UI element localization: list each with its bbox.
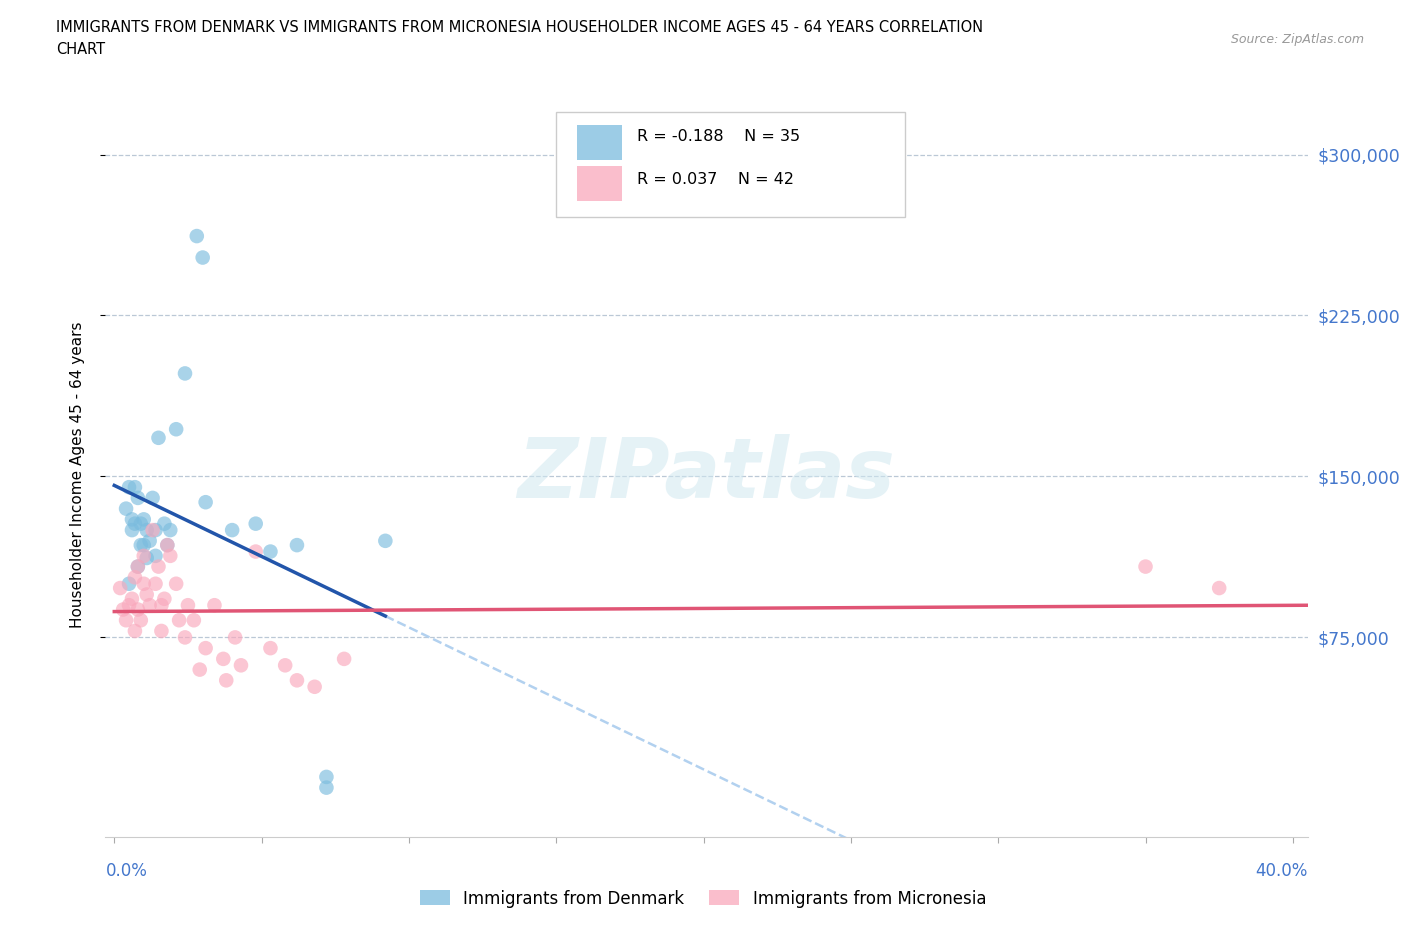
- Point: [121, 523, 143, 538]
- Point: [159, 549, 181, 564]
- Text: R = 0.037    N = 42: R = 0.037 N = 42: [637, 171, 794, 187]
- Point: [1208, 580, 1230, 595]
- Point: [315, 769, 337, 784]
- Point: [148, 431, 170, 445]
- Text: 40.0%: 40.0%: [1256, 862, 1308, 880]
- Point: [118, 577, 141, 591]
- Point: [138, 598, 160, 613]
- Point: [285, 673, 308, 688]
- Text: 0.0%: 0.0%: [105, 862, 148, 880]
- Point: [374, 534, 396, 549]
- Point: [212, 651, 235, 666]
- Point: [115, 501, 138, 516]
- Point: [174, 366, 197, 381]
- Point: [127, 559, 149, 574]
- Text: CHART: CHART: [56, 42, 105, 57]
- Point: [221, 523, 243, 538]
- Point: [132, 538, 155, 552]
- Point: [142, 490, 165, 505]
- Point: [145, 577, 167, 591]
- Point: [135, 551, 157, 565]
- Point: [127, 559, 149, 574]
- Point: [188, 662, 211, 677]
- Point: [229, 658, 252, 672]
- Point: [167, 613, 190, 628]
- Point: [156, 538, 179, 552]
- Text: IMMIGRANTS FROM DENMARK VS IMMIGRANTS FROM MICRONESIA HOUSEHOLDER INCOME AGES 45: IMMIGRANTS FROM DENMARK VS IMMIGRANTS FR…: [56, 20, 983, 35]
- Point: [121, 512, 143, 526]
- Point: [215, 673, 238, 688]
- Point: [165, 577, 187, 591]
- Point: [127, 602, 149, 617]
- Point: [112, 602, 135, 617]
- Point: [124, 623, 146, 638]
- Point: [132, 577, 155, 591]
- Point: [129, 516, 152, 531]
- Point: [259, 544, 281, 559]
- Point: [129, 538, 152, 552]
- Point: [153, 516, 176, 531]
- Point: [124, 570, 146, 585]
- Point: [191, 250, 214, 265]
- Legend: Immigrants from Denmark, Immigrants from Micronesia: Immigrants from Denmark, Immigrants from…: [413, 883, 993, 914]
- Point: [127, 490, 149, 505]
- Point: [274, 658, 297, 672]
- Text: R = -0.188    N = 35: R = -0.188 N = 35: [637, 129, 800, 144]
- Point: [159, 523, 181, 538]
- Point: [194, 495, 217, 510]
- Text: Source: ZipAtlas.com: Source: ZipAtlas.com: [1230, 33, 1364, 46]
- Point: [108, 580, 131, 595]
- Point: [138, 534, 160, 549]
- Point: [135, 523, 157, 538]
- Point: [204, 598, 226, 613]
- Point: [333, 651, 356, 666]
- Point: [135, 587, 157, 602]
- Point: [174, 630, 197, 644]
- Point: [315, 780, 337, 795]
- Point: [148, 559, 170, 574]
- Y-axis label: Householder Income Ages 45 - 64 years: Householder Income Ages 45 - 64 years: [70, 321, 84, 628]
- Point: [118, 598, 141, 613]
- Point: [245, 516, 267, 531]
- Point: [1135, 559, 1157, 574]
- Point: [132, 512, 155, 526]
- Point: [118, 480, 141, 495]
- Point: [124, 516, 146, 531]
- Point: [245, 544, 267, 559]
- Point: [224, 630, 246, 644]
- Bar: [576, 166, 623, 201]
- Point: [259, 641, 281, 656]
- Point: [145, 549, 167, 564]
- Point: [150, 623, 173, 638]
- Point: [132, 549, 155, 564]
- Point: [121, 591, 143, 606]
- Point: [186, 229, 208, 244]
- Point: [194, 641, 217, 656]
- Point: [285, 538, 308, 552]
- Point: [183, 613, 205, 628]
- Point: [150, 598, 173, 613]
- Point: [115, 613, 138, 628]
- FancyBboxPatch shape: [557, 112, 905, 217]
- Point: [304, 679, 326, 694]
- Text: ZIPatlas: ZIPatlas: [517, 433, 896, 515]
- Point: [153, 591, 176, 606]
- Point: [142, 523, 165, 538]
- Point: [129, 613, 152, 628]
- Point: [165, 422, 187, 437]
- Bar: [576, 126, 623, 160]
- Point: [177, 598, 200, 613]
- Point: [145, 523, 167, 538]
- Point: [156, 538, 179, 552]
- Point: [124, 480, 146, 495]
